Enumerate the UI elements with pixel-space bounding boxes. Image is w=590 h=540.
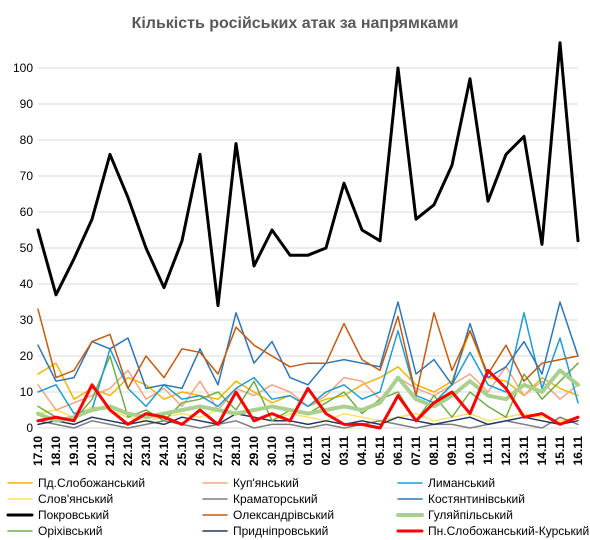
y-axis: 0 10 20 30 40 50 60 70 80 90 100 [13, 61, 33, 435]
x-tick-label: 23.10 [139, 436, 153, 466]
y-tick-label: 80 [20, 133, 34, 147]
legend-label: Костянтинівський [428, 492, 525, 506]
legend-label: Пд.Слобожанський [38, 476, 145, 490]
chart-title: Кількість російських атак за напрямками [132, 15, 459, 32]
x-tick-label: 11.11 [481, 436, 495, 465]
x-tick-label: 15.11 [553, 436, 567, 466]
x-tick-label: 31.10 [283, 436, 297, 466]
x-tick-label: 26.10 [193, 436, 207, 466]
x-tick-label: 07.11 [409, 436, 423, 466]
x-tick-label: 28.10 [229, 436, 243, 466]
x-tick-label: 02.11 [319, 436, 333, 466]
series-line [36, 368, 580, 423]
legend-label: Оріхівський [38, 524, 103, 538]
x-tick-label: 25.10 [175, 436, 189, 466]
y-tick-label: 60 [20, 205, 34, 219]
legend-label: Куп'янський [233, 476, 299, 490]
x-tick-label: 18.10 [49, 436, 63, 466]
x-tick-label: 29.10 [247, 436, 261, 466]
series-line [37, 308, 579, 397]
x-tick-label: 21.10 [103, 436, 117, 466]
x-tick-label: 05.11 [373, 436, 387, 466]
x-tick-label: 12.11 [499, 436, 513, 466]
y-tick-label: 10 [20, 385, 34, 399]
x-tick-label: 10.11 [463, 436, 477, 466]
y-tick-label: 40 [20, 277, 34, 291]
legend: Пд.Слобожанський Куп'янський Лиманський Сло… [6, 476, 589, 538]
legend-label: Пн.Слобожанський-Курський [428, 524, 589, 538]
series-line [36, 368, 580, 430]
x-tick-label: 27.10 [211, 436, 225, 466]
x-tick-label: 04.11 [355, 436, 369, 466]
legend-label: Лиманський [428, 476, 495, 490]
x-tick-label: 17.10 [31, 436, 45, 466]
legend-label: Покровський [38, 508, 109, 522]
x-tick-label: 03.11 [337, 436, 351, 466]
x-tick-label: 16.11 [571, 436, 585, 466]
series-line [37, 301, 579, 390]
series-line [36, 41, 580, 308]
x-tick-label: 06.11 [391, 436, 405, 466]
legend-label: Придніпровський [233, 524, 328, 538]
x-tick-label: 13.11 [517, 436, 531, 466]
y-tick-label: 100 [13, 61, 33, 75]
y-tick-label: 50 [20, 241, 34, 255]
x-tick-label: 30.10 [265, 436, 279, 466]
grid [38, 67, 578, 429]
legend-label: Гуляйпільський [428, 508, 513, 522]
x-tick-label: 20.10 [85, 436, 99, 466]
series-lines [36, 41, 580, 430]
x-tick-label: 14.11 [535, 436, 549, 466]
x-tick-label: 24.10 [157, 436, 171, 466]
x-tick-label: 09.11 [445, 436, 459, 466]
y-tick-label: 20 [20, 349, 34, 363]
legend-label: Слов'янський [38, 492, 113, 506]
y-tick-label: 70 [20, 169, 34, 183]
legend-label: Краматорський [233, 492, 318, 506]
x-tick-label: 22.10 [121, 436, 135, 466]
y-tick-label: 0 [26, 421, 33, 435]
x-tick-label: 19.10 [67, 436, 81, 466]
y-tick-label: 90 [20, 97, 34, 111]
legend-label: Олександрівський [233, 508, 334, 522]
x-tick-label: 08.11 [427, 436, 441, 466]
x-tick-label: 01.11 [301, 436, 315, 466]
y-tick-label: 30 [20, 313, 34, 327]
x-axis: 17.10 18.10 19.10 20.10 21.10 22.10 23.10 24.10… [31, 436, 585, 466]
